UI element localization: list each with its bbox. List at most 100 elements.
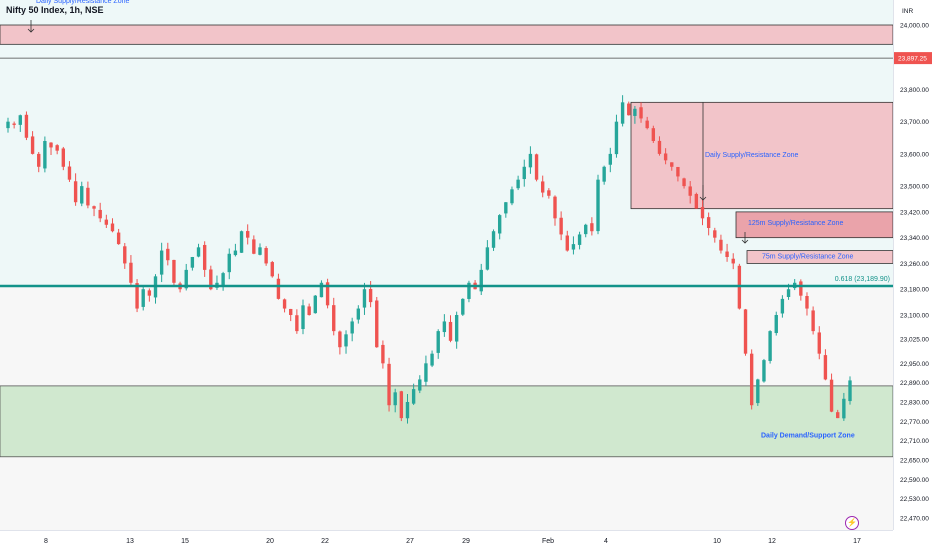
candle[interactable] [67, 161, 72, 182]
candle[interactable] [159, 242, 164, 283]
candle[interactable] [344, 330, 348, 354]
candle[interactable] [485, 240, 490, 271]
candle[interactable] [123, 242, 127, 269]
candle[interactable] [768, 330, 772, 364]
candle[interactable] [49, 142, 53, 156]
candle[interactable] [61, 146, 66, 171]
candle[interactable] [147, 288, 152, 302]
candle[interactable] [92, 205, 96, 217]
candle[interactable] [246, 224, 250, 245]
candle[interactable] [731, 253, 735, 270]
candle[interactable] [467, 280, 471, 303]
candle[interactable] [104, 214, 109, 229]
candle[interactable] [577, 231, 582, 250]
candle[interactable] [43, 136, 47, 173]
candle[interactable] [55, 144, 59, 155]
candle[interactable] [571, 236, 576, 255]
candle[interactable] [645, 116, 649, 130]
candle[interactable] [319, 280, 324, 298]
chart-area[interactable]: Daily Supply/Resistance Zone Daily Supply… [0, 0, 893, 530]
candle[interactable] [6, 117, 10, 133]
candle[interactable] [252, 235, 256, 255]
candle[interactable] [805, 292, 809, 316]
candle[interactable] [620, 95, 625, 127]
candlestick-chart[interactable]: Daily Supply/Resistance Zone Daily Supply… [0, 0, 893, 530]
candle[interactable] [817, 326, 821, 360]
candle[interactable] [332, 297, 336, 336]
candle[interactable] [497, 214, 502, 240]
candle[interactable] [461, 298, 465, 316]
candle[interactable] [842, 392, 846, 421]
candle[interactable] [534, 153, 539, 182]
candle[interactable] [633, 105, 637, 124]
candle[interactable] [602, 165, 606, 185]
candle[interactable] [596, 174, 600, 235]
candle[interactable] [608, 147, 612, 173]
candle[interactable] [270, 260, 274, 278]
candle[interactable] [719, 234, 723, 254]
candle[interactable] [301, 299, 305, 335]
candle[interactable] [670, 162, 674, 171]
candle[interactable] [129, 255, 133, 286]
candle[interactable] [227, 248, 231, 280]
candle[interactable] [454, 311, 459, 349]
candle[interactable] [418, 375, 422, 394]
candle[interactable] [24, 111, 29, 141]
candle[interactable] [430, 350, 434, 368]
candle[interactable] [510, 186, 514, 206]
candle[interactable] [682, 177, 686, 189]
candle[interactable] [614, 114, 619, 158]
candle[interactable] [411, 383, 416, 406]
candle[interactable] [547, 188, 551, 199]
candle[interactable] [700, 199, 705, 226]
candle[interactable] [823, 349, 828, 381]
candle[interactable] [442, 314, 447, 337]
candle[interactable] [590, 217, 594, 236]
candle[interactable] [565, 230, 569, 252]
candle[interactable] [706, 212, 711, 236]
candle[interactable] [694, 192, 699, 209]
candle[interactable] [166, 242, 170, 266]
lightning-icon[interactable]: ⚡ [845, 516, 859, 530]
candle[interactable] [141, 285, 145, 311]
candle[interactable] [80, 181, 84, 207]
candle[interactable] [780, 295, 785, 318]
candle[interactable] [190, 256, 195, 271]
candle[interactable] [172, 259, 176, 286]
candle[interactable] [584, 223, 588, 238]
candle[interactable] [221, 271, 225, 291]
candle[interactable] [448, 315, 453, 343]
candle[interactable] [811, 306, 815, 335]
candle[interactable] [553, 195, 557, 226]
candle[interactable] [30, 131, 35, 155]
candle[interactable] [350, 317, 354, 342]
time-axis[interactable]: 8 13 15 20 22 27 29 Feb 4 10 12 17 [0, 530, 893, 551]
candle[interactable] [836, 409, 840, 419]
candle[interactable] [381, 340, 385, 369]
candle[interactable] [516, 175, 520, 191]
candle[interactable] [799, 279, 803, 301]
candle[interactable] [18, 114, 22, 132]
candle[interactable] [202, 241, 207, 277]
candle[interactable] [504, 201, 508, 218]
candle[interactable] [424, 355, 428, 386]
candle[interactable] [829, 373, 834, 413]
candle[interactable] [756, 378, 760, 406]
candle[interactable] [522, 159, 526, 187]
candle[interactable] [98, 202, 102, 223]
candle[interactable] [12, 121, 16, 129]
candle[interactable] [762, 358, 766, 383]
candle[interactable] [713, 227, 717, 243]
candle[interactable] [362, 282, 367, 315]
candle[interactable] [116, 228, 121, 245]
candle[interactable] [295, 309, 299, 334]
candle[interactable] [657, 136, 662, 156]
candle[interactable] [258, 243, 262, 256]
candle[interactable] [393, 388, 397, 413]
candle[interactable] [86, 181, 90, 209]
candle[interactable] [743, 308, 748, 356]
candle[interactable] [651, 125, 656, 143]
candle[interactable] [491, 229, 496, 251]
candle[interactable] [774, 311, 778, 336]
candle[interactable] [663, 148, 668, 165]
